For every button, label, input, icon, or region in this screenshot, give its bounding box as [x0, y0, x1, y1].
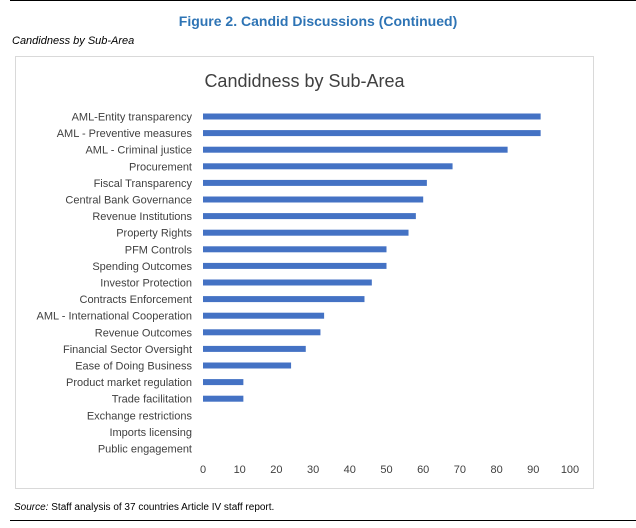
category-label: Financial Sector Oversight — [63, 344, 192, 356]
x-tick-label: 10 — [234, 464, 246, 476]
x-tick-label: 0 — [200, 464, 206, 476]
category-label: Exchange restrictions — [87, 410, 193, 422]
x-tick-label: 100 — [561, 464, 579, 476]
x-tick-label: 80 — [490, 464, 502, 476]
chart-frame: Candidness by Sub-Area AML-Entity transp… — [15, 56, 594, 489]
category-label: Product market regulation — [66, 377, 192, 389]
category-label: Revenue Outcomes — [95, 327, 193, 339]
source-label: Source: — [14, 502, 49, 513]
bar — [203, 329, 321, 336]
category-label: Trade facilitation — [112, 394, 192, 406]
bar — [203, 163, 453, 170]
bar — [203, 196, 424, 203]
category-label: AML - Criminal justice — [85, 145, 192, 157]
bar — [203, 279, 372, 286]
bar — [203, 130, 541, 137]
x-tick-label: 30 — [307, 464, 319, 476]
category-label: Central Bank Governance — [65, 195, 192, 207]
x-tick-label: 60 — [417, 464, 429, 476]
x-tick-label: 90 — [527, 464, 539, 476]
bar — [203, 113, 541, 120]
category-label: Revenue Institutions — [92, 211, 192, 223]
figure-subheading: Candidness by Sub-Area — [12, 35, 135, 47]
category-label: AML - Preventive measures — [57, 128, 193, 140]
category-label: Ease of Doing Business — [75, 361, 192, 373]
category-label: Investor Protection — [100, 278, 192, 290]
chart-title: Candidness by Sub-Area — [204, 71, 405, 91]
bar — [203, 312, 325, 319]
bar — [203, 146, 508, 153]
category-label: Procurement — [129, 161, 192, 173]
category-label: AML - International Cooperation — [36, 311, 192, 323]
x-tick-label: 70 — [454, 464, 466, 476]
source-note: Source: Staff analysis of 37 countries A… — [14, 502, 274, 513]
category-label: PFM Controls — [125, 244, 193, 256]
category-label: Fiscal Transparency — [94, 178, 193, 190]
source-text: Staff analysis of 37 countries Article I… — [48, 502, 275, 513]
bar — [203, 229, 409, 236]
x-tick-label: 20 — [270, 464, 282, 476]
bar — [203, 345, 306, 352]
category-label: Property Rights — [116, 228, 192, 240]
bar — [203, 296, 365, 303]
bottom-rule — [10, 520, 636, 521]
bar — [203, 262, 387, 269]
category-label: Public engagement — [98, 444, 192, 456]
bar — [203, 379, 244, 386]
category-label: Spending Outcomes — [92, 261, 192, 273]
x-tick-label: 50 — [380, 464, 392, 476]
top-rule — [10, 0, 636, 1]
bar — [203, 213, 416, 220]
bar — [203, 179, 427, 186]
bar — [203, 362, 292, 369]
category-label: Contracts Enforcement — [80, 294, 193, 306]
category-label: Imports licensing — [109, 427, 192, 439]
x-tick-label: 40 — [344, 464, 356, 476]
bar — [203, 395, 244, 402]
category-label: AML-Entity transparency — [72, 112, 193, 124]
figure-title: Figure 2. Candid Discussions (Continued) — [178, 13, 458, 29]
bar-chart: AML-Entity transparency AML - Preventive … — [36, 112, 579, 477]
bar — [203, 246, 387, 253]
